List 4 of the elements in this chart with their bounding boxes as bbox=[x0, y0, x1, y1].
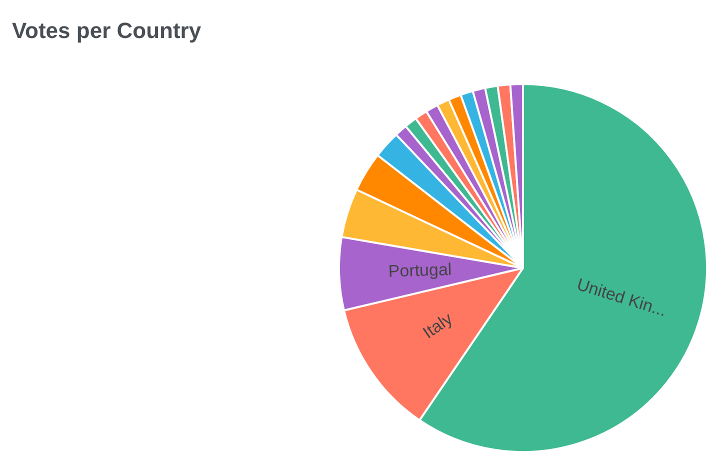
slice-label: Italy bbox=[419, 308, 456, 342]
slice-label: United Kin... bbox=[574, 274, 669, 320]
slice-label: Portugal bbox=[388, 260, 452, 281]
text: Votes per Country bbox=[12, 18, 202, 44]
